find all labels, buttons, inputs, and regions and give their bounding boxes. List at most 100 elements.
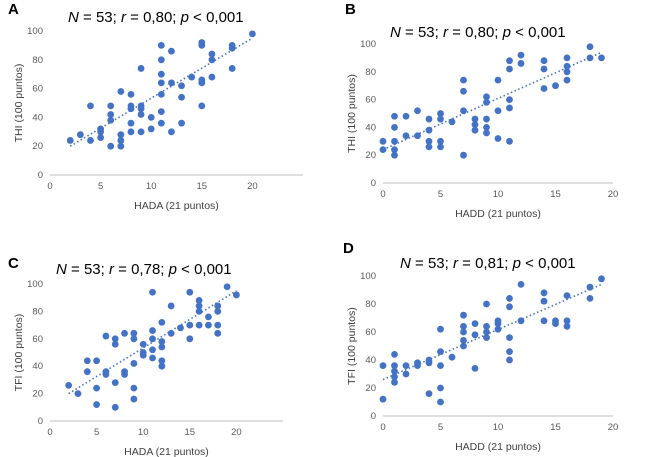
data-point — [195, 297, 203, 304]
data-point — [448, 118, 456, 126]
data-point — [494, 317, 502, 325]
data-point — [391, 137, 398, 145]
x-tick-label: 15 — [550, 189, 561, 200]
data-point — [506, 303, 513, 311]
data-point — [177, 324, 184, 332]
data-point — [425, 356, 433, 364]
x-tick-label: 15 — [550, 422, 561, 433]
x-tick-label: 10 — [493, 422, 504, 433]
data-point — [391, 124, 398, 131]
data-point — [65, 381, 73, 389]
data-point — [117, 137, 125, 144]
data-point — [563, 68, 571, 76]
data-point — [471, 126, 479, 134]
y-tick-label: 20 — [365, 150, 376, 161]
stat-r: 0,81 — [475, 255, 504, 272]
data-point — [586, 283, 594, 291]
stat-n: 53 — [96, 9, 113, 26]
data-point — [437, 110, 444, 117]
data-point — [391, 367, 398, 375]
data-point — [517, 60, 525, 67]
data-point — [391, 112, 398, 120]
stat-n-label: N — [68, 9, 79, 26]
stat-n-label: N — [56, 261, 67, 278]
data-point — [437, 398, 444, 406]
data-point — [66, 137, 74, 144]
stat-p-label: p — [502, 24, 511, 41]
panel-letter: D — [343, 240, 354, 257]
data-point — [83, 357, 91, 365]
data-point — [540, 317, 548, 325]
data-point — [127, 128, 135, 136]
data-point — [158, 362, 166, 370]
x-tick-label: 15 — [185, 427, 196, 438]
data-point — [460, 311, 467, 319]
data-point — [214, 302, 222, 310]
data-point — [208, 73, 216, 81]
data-point — [214, 329, 222, 337]
data-point — [517, 51, 525, 59]
x-tick-label: 0 — [380, 189, 385, 200]
data-point — [130, 384, 138, 392]
stats-text: N = 53; r = 0,78; p < 0,001 — [56, 261, 232, 278]
y-axis-label: TFI (100 puntos) — [13, 314, 25, 392]
data-point — [586, 43, 594, 51]
data-point — [157, 90, 165, 98]
stat-r-label: r — [443, 24, 449, 41]
y-tick-label: 80 — [365, 299, 376, 310]
data-point — [83, 368, 91, 376]
data-point — [127, 119, 135, 127]
y-tick-label: 40 — [32, 112, 43, 123]
data-point — [228, 65, 236, 72]
data-point — [205, 321, 212, 329]
data-point — [167, 329, 175, 337]
y-axis-label: THI (100 puntos) — [13, 64, 25, 143]
x-tick-label: 5 — [438, 189, 443, 200]
data-point — [93, 401, 100, 408]
stat-r: 0,78 — [131, 261, 160, 278]
data-point — [437, 384, 444, 392]
data-point — [149, 288, 156, 296]
data-point — [437, 325, 444, 333]
stats-text: N = 53; r = 0,80; p < 0,001 — [68, 9, 244, 26]
x-tick-label: 5 — [94, 427, 99, 438]
stat-n: 53 — [418, 24, 435, 41]
data-point — [437, 362, 444, 369]
data-point — [540, 85, 548, 92]
data-point — [107, 116, 115, 124]
data-point — [149, 354, 156, 362]
data-point — [540, 65, 548, 73]
data-point — [178, 93, 185, 101]
data-point — [178, 119, 185, 127]
stat-p: < 0,001 — [525, 255, 575, 272]
data-point — [460, 337, 467, 344]
stat-n-label: N — [400, 255, 411, 272]
x-tick-label: 20 — [247, 181, 258, 192]
data-point — [506, 356, 513, 364]
y-tick-label: 80 — [365, 67, 376, 78]
data-point — [158, 357, 166, 365]
y-tick-label: 100 — [27, 279, 43, 290]
y-tick-label: 20 — [365, 383, 376, 394]
x-axis-label: HADA (21 puntos) — [134, 200, 219, 212]
stat-n-label: N — [390, 24, 401, 41]
data-point — [137, 65, 145, 72]
data-point — [483, 115, 490, 123]
stat-p: < 0,001 — [193, 9, 243, 26]
data-point — [540, 289, 548, 297]
data-point — [139, 340, 147, 348]
y-tick-label: 0 — [371, 411, 376, 422]
data-point — [540, 57, 548, 65]
data-point — [414, 359, 421, 367]
data-point — [158, 338, 166, 345]
stat-p-label: p — [168, 261, 177, 278]
data-point — [147, 125, 155, 133]
y-tick-label: 80 — [32, 306, 43, 317]
data-point — [506, 104, 513, 112]
data-point — [460, 323, 467, 330]
panel-b: BN = 53; r = 0,80; p < 0,001020406080100… — [345, 1, 618, 220]
stat-r: 0,80 — [465, 24, 494, 41]
